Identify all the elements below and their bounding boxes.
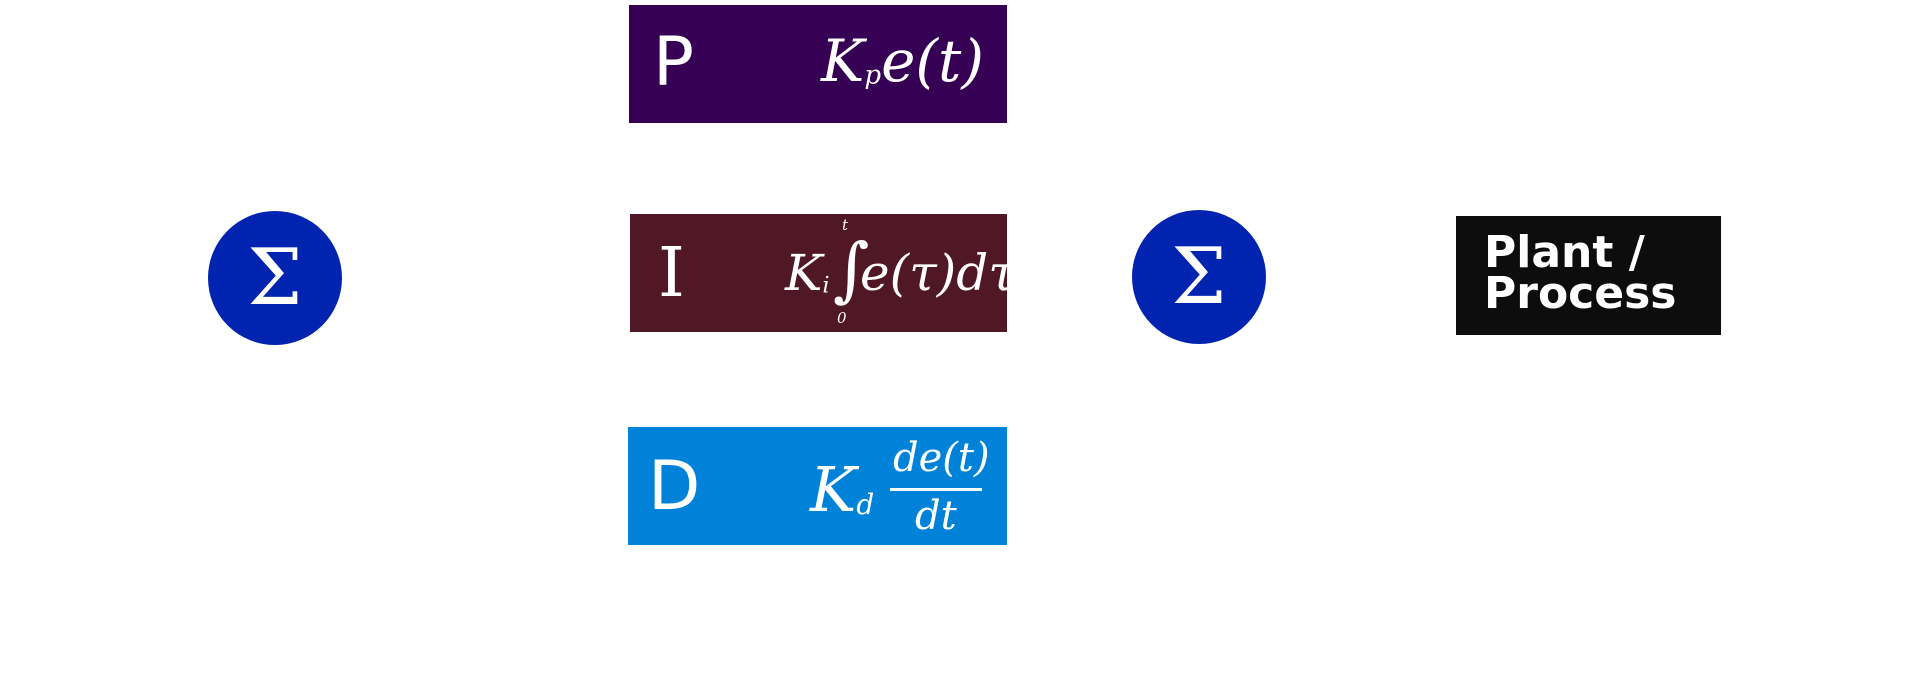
integral-equation: Ki [785,244,830,302]
proportional-gain: K [821,27,865,95]
derivative-numerator: de(t) [893,435,990,481]
proportional-equation: Kpe(t) [821,27,984,95]
integral-letter: I [658,234,685,313]
derivative-letter: D [648,447,701,526]
proportional-letter: P [653,23,695,102]
integral-block: I Ki ∫ t 0 e(τ)dτ [630,214,1016,332]
proportional-block: P Kpe(t) [629,5,1007,123]
derivative-gain-subscript: d [856,487,875,521]
left-summing-junction: Σ [208,211,342,345]
integral-gain-subscript: i [822,272,830,299]
proportional-term: e(t) [881,27,984,95]
proportional-gain-subscript: p [864,60,882,91]
right-summing-junction: Σ [1132,210,1266,344]
integral-gain: K [785,244,823,302]
derivative-block: D Kd de(t) dt [628,427,1007,545]
integral-term: e(τ)dτ [860,244,1016,302]
plant-process-block: Plant / Process [1456,216,1721,335]
integral-sign: ∫ [833,228,870,310]
sigma-icon: Σ [247,233,303,323]
integral-lower-limit: 0 [837,309,847,327]
sigma-icon: Σ [1171,232,1227,322]
plant-process-label: Plant / Process [1484,227,1677,319]
derivative-gain-group: Kd [810,453,874,526]
fraction-bar [890,488,982,491]
integral-upper-limit: t [842,216,849,234]
derivative-gain: K [810,453,857,526]
derivative-denominator: dt [915,493,957,539]
